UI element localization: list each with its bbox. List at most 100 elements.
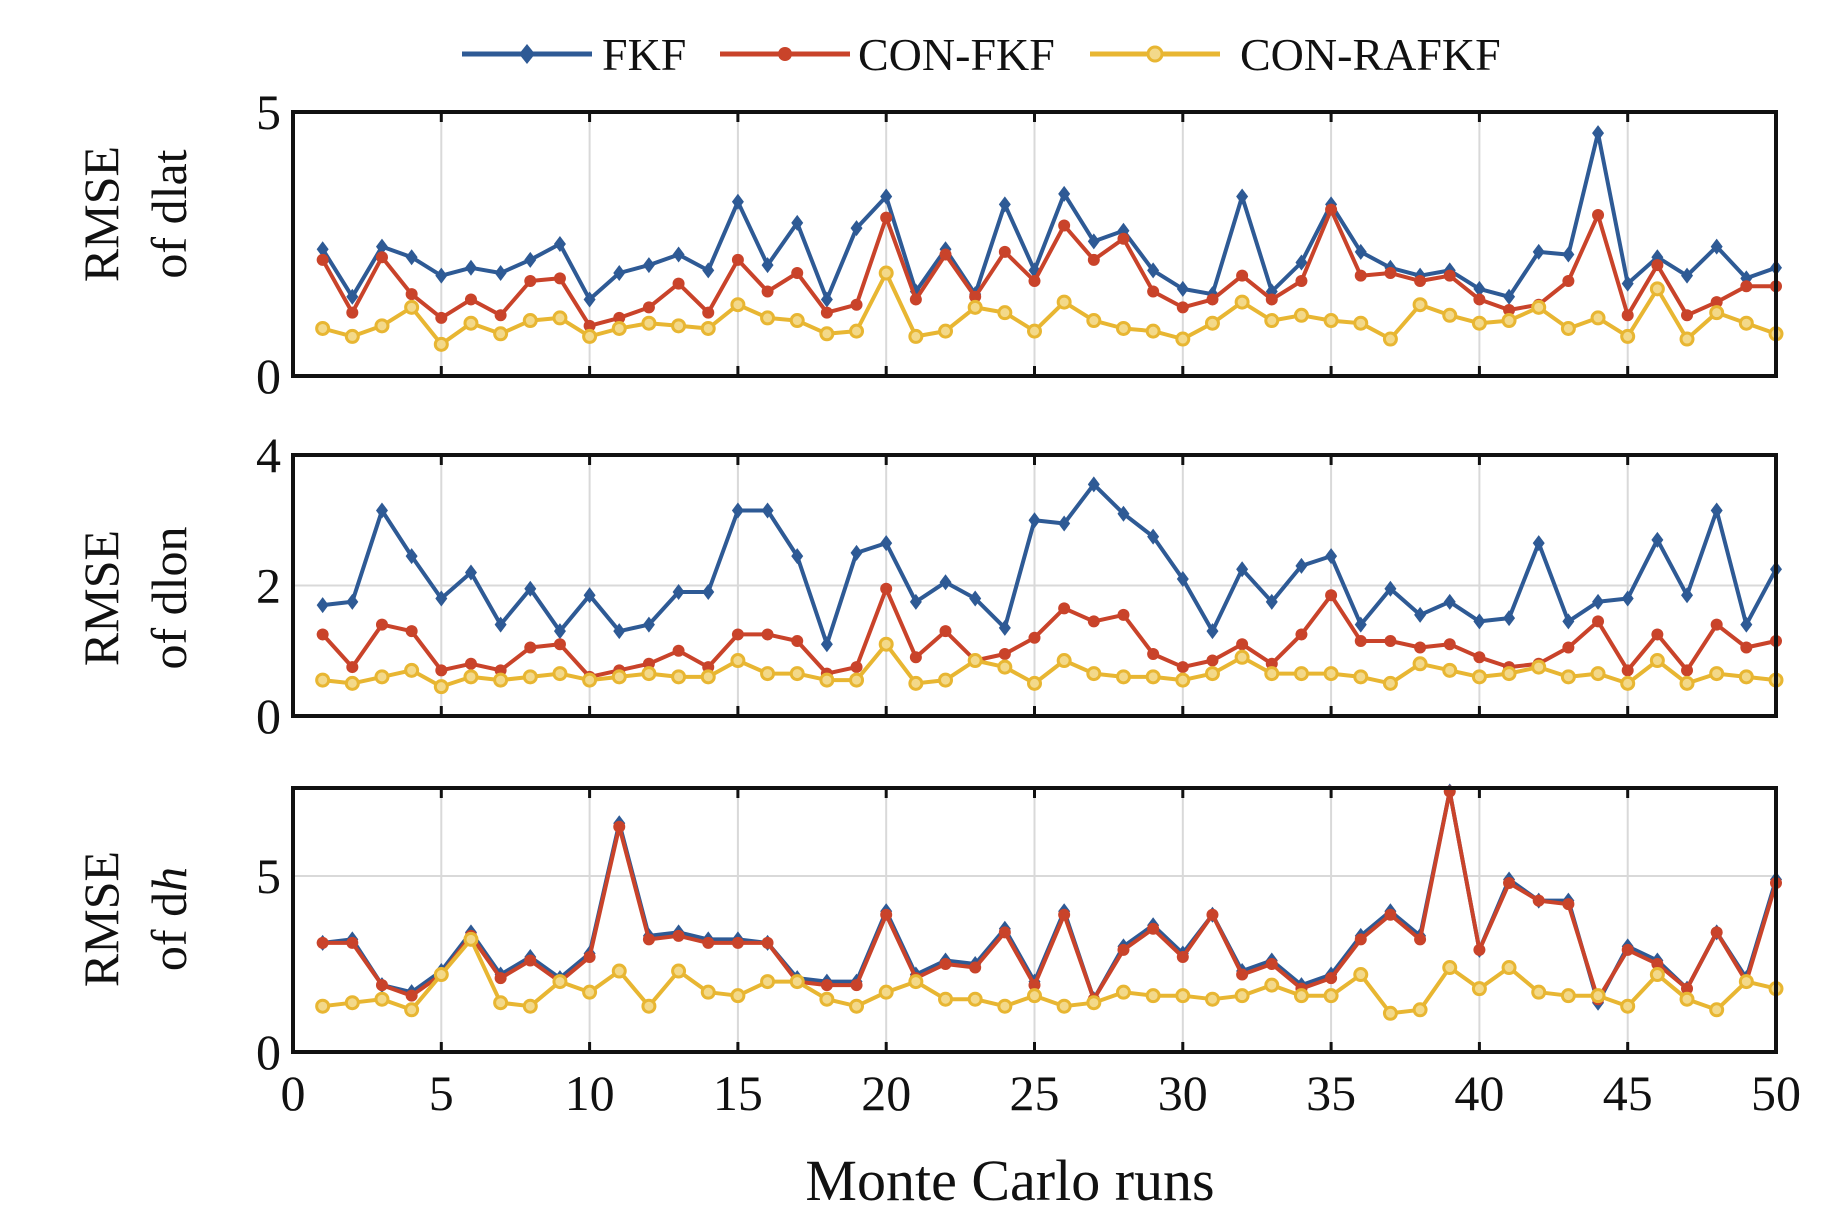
- point-fkf-7: [494, 616, 507, 633]
- point-con-rafkf-41: [1501, 960, 1517, 976]
- point-con-rafkf-28: [1115, 320, 1131, 336]
- point-con-rafkf-5: [433, 967, 449, 983]
- point-con-rafkf-20: [878, 265, 894, 281]
- point-con-fkf-38: [1414, 641, 1427, 654]
- point-con-rafkf-21: [908, 328, 924, 344]
- point-fkf-44: [1592, 125, 1605, 142]
- point-con-fkf-4: [405, 288, 418, 301]
- point-con-fkf-20: [880, 908, 893, 921]
- point-fkf-19: [850, 544, 863, 561]
- point-con-rafkf-16: [760, 310, 776, 326]
- point-fkf-40: [1473, 613, 1486, 630]
- point-con-fkf-11: [613, 311, 626, 324]
- point-con-rafkf-48: [1709, 1002, 1725, 1018]
- point-fkf-9: [553, 623, 566, 640]
- point-con-rafkf-40: [1471, 315, 1487, 331]
- point-fkf-22: [939, 574, 952, 591]
- point-con-fkf-9: [553, 272, 566, 285]
- point-con-rafkf-22: [938, 323, 954, 339]
- point-con-rafkf-2: [344, 328, 360, 344]
- point-con-rafkf-41: [1501, 666, 1517, 682]
- point-fkf-37: [1384, 580, 1397, 597]
- ylabel-dlon-line1: RMSE: [73, 530, 129, 666]
- point-con-fkf-49: [1740, 641, 1753, 654]
- point-fkf-8: [524, 251, 537, 268]
- point-con-rafkf-33: [1264, 666, 1280, 682]
- point-con-rafkf-8: [522, 313, 538, 329]
- point-con-fkf-45: [1621, 943, 1634, 956]
- point-fkf-12: [642, 616, 655, 633]
- point-con-rafkf-40: [1471, 669, 1487, 685]
- series-line-con-rafkf: [322, 642, 1777, 689]
- point-con-rafkf-27: [1086, 666, 1102, 682]
- point-con-rafkf-6: [463, 669, 479, 685]
- point-con-fkf-36: [1354, 269, 1367, 282]
- point-fkf-19: [850, 220, 863, 237]
- point-fkf-1: [316, 241, 329, 258]
- x-tick-label: 30: [1158, 1065, 1208, 1121]
- point-fkf-2: [346, 288, 359, 305]
- point-con-rafkf-46: [1649, 967, 1665, 983]
- series-con-rafkf: [315, 265, 1784, 352]
- point-con-rafkf-18: [819, 991, 835, 1007]
- point-con-fkf-17: [791, 267, 804, 280]
- plot-frame: [291, 786, 1778, 1054]
- point-fkf-3: [375, 238, 388, 255]
- x-tick-label: 25: [1010, 1065, 1060, 1121]
- point-fkf-24: [998, 619, 1011, 636]
- point-con-rafkf-11: [611, 320, 627, 336]
- point-fkf-20: [880, 535, 893, 552]
- point-con-rafkf-16: [760, 666, 776, 682]
- point-con-rafkf-43: [1560, 320, 1576, 336]
- point-con-rafkf-29: [1145, 988, 1161, 1004]
- point-con-rafkf-17: [789, 313, 805, 329]
- legend-label-con-rafkf: CON-RAFKF: [1240, 29, 1501, 80]
- x-tick-label: 35: [1306, 1065, 1356, 1121]
- point-con-rafkf-25: [1027, 675, 1042, 691]
- point-fkf-44: [1592, 593, 1605, 610]
- point-con-fkf-26: [1058, 602, 1071, 615]
- point-con-fkf-30: [1176, 301, 1189, 314]
- point-con-fkf-37: [1384, 908, 1397, 921]
- point-con-rafkf-11: [611, 669, 627, 685]
- point-con-rafkf-12: [641, 315, 657, 331]
- point-con-fkf-23: [969, 961, 982, 974]
- point-fkf-16: [761, 257, 774, 274]
- point-con-rafkf-27: [1086, 313, 1102, 329]
- point-con-fkf-36: [1354, 634, 1367, 647]
- point-con-rafkf-29: [1145, 323, 1161, 339]
- point-con-rafkf-41: [1501, 313, 1517, 329]
- series-line-con-fkf: [322, 789, 1778, 1002]
- point-con-fkf-34: [1295, 274, 1308, 287]
- point-con-rafkf-30: [1175, 988, 1191, 1004]
- point-con-fkf-36: [1354, 933, 1367, 946]
- point-con-rafkf-18: [819, 326, 835, 342]
- point-fkf-13: [672, 246, 685, 263]
- point-con-fkf-44: [1592, 208, 1605, 221]
- x-tick-label: 45: [1603, 1065, 1653, 1121]
- point-con-rafkf-2: [344, 675, 360, 691]
- point-con-rafkf-1: [315, 998, 331, 1014]
- point-con-fkf-33: [1265, 293, 1278, 306]
- point-con-fkf-2: [346, 936, 359, 949]
- point-con-fkf-14: [702, 306, 715, 319]
- point-con-rafkf-7: [493, 995, 509, 1011]
- point-fkf-40: [1473, 280, 1486, 297]
- point-con-fkf-27: [1087, 615, 1100, 628]
- ylabel-dh-line2-italic: h: [141, 867, 197, 892]
- plot-frame: [291, 110, 1778, 378]
- point-con-fkf-35: [1325, 972, 1338, 985]
- point-con-fkf-2: [346, 306, 359, 319]
- point-fkf-24: [998, 196, 1011, 213]
- point-fkf-15: [731, 502, 744, 519]
- legend: FKF CON-FKF CON-RAFKF: [462, 29, 1501, 80]
- point-con-rafkf-9: [552, 310, 568, 326]
- point-con-fkf-3: [375, 251, 388, 264]
- point-con-fkf-25: [1028, 631, 1041, 644]
- point-con-fkf-14: [702, 936, 715, 949]
- point-con-fkf-39: [1443, 638, 1456, 651]
- point-con-fkf-45: [1621, 309, 1634, 322]
- point-fkf-47: [1681, 267, 1694, 284]
- point-con-fkf-16: [761, 936, 774, 949]
